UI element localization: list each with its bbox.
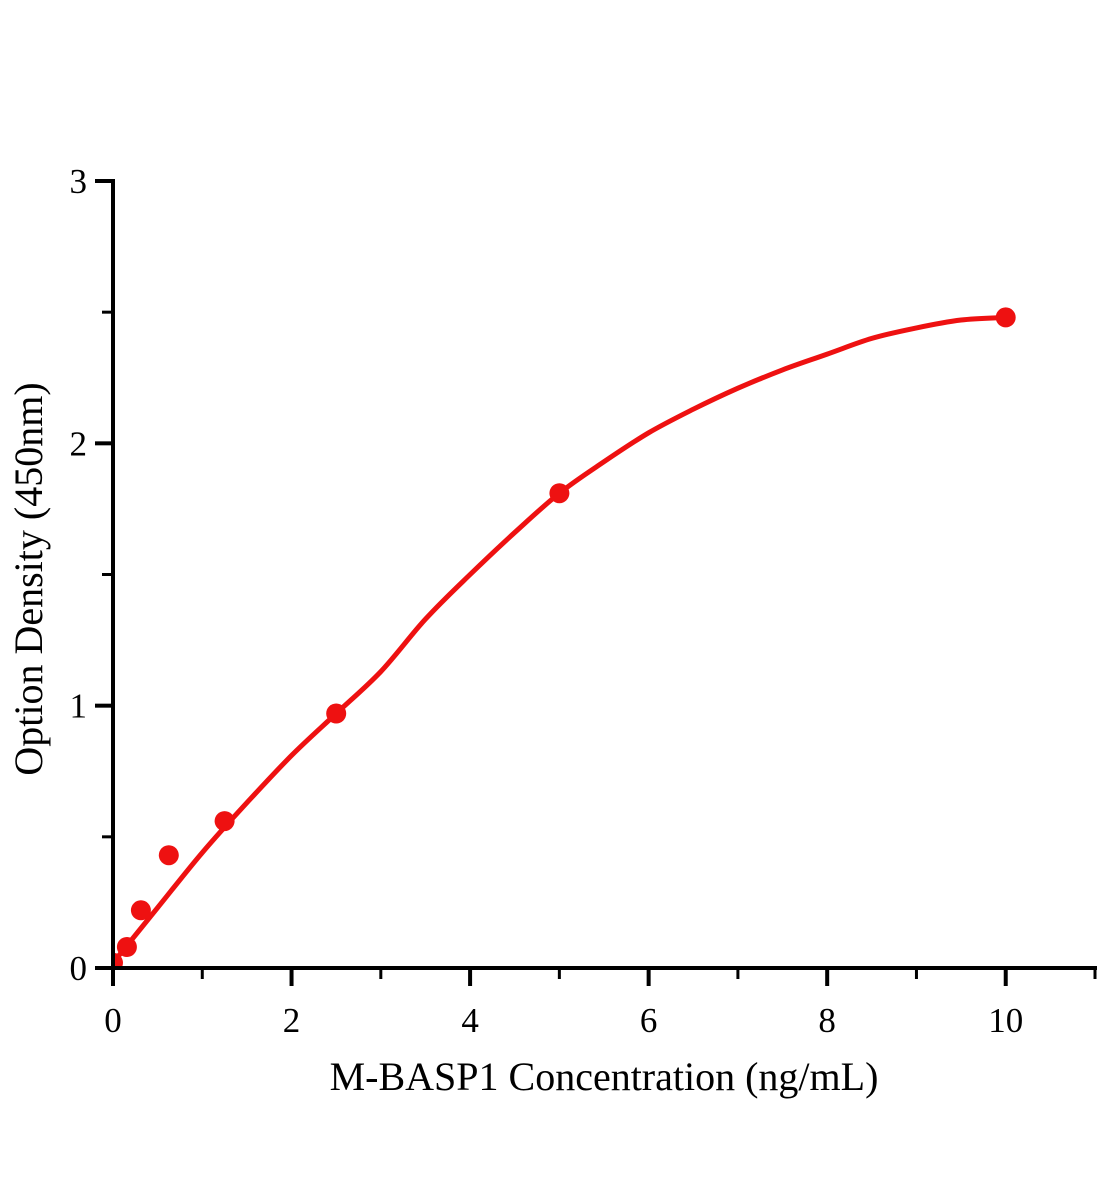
y-tick-label: 1	[70, 687, 88, 726]
x-tick-label: 2	[283, 1001, 301, 1040]
x-tick-label: 4	[461, 1001, 479, 1040]
y-axis-title: Option Density (450nm)	[6, 382, 51, 775]
data-point	[116, 937, 137, 957]
data-point	[549, 483, 570, 504]
data-point	[995, 307, 1016, 328]
x-axis-title: M-BASP1 Concentration (ng/mL)	[330, 1054, 879, 1099]
y-tick-label: 0	[70, 949, 88, 988]
data-point	[326, 703, 347, 724]
x-tick-label: 6	[640, 1001, 658, 1040]
x-tick-label: 10	[988, 1001, 1023, 1040]
y-tick-label: 2	[70, 424, 88, 463]
axes-layer: 0 1 2 3 0 2 4 6 8 10	[70, 162, 1097, 1040]
x-tick-label: 8	[818, 1001, 836, 1040]
x-tick-label: 0	[104, 1001, 122, 1040]
data-point	[214, 811, 235, 832]
y-tick-label: 3	[70, 162, 88, 201]
series-layer	[111, 307, 1016, 970]
data-point	[158, 845, 179, 866]
fit-curve	[111, 314, 1006, 965]
data-point	[130, 900, 151, 921]
